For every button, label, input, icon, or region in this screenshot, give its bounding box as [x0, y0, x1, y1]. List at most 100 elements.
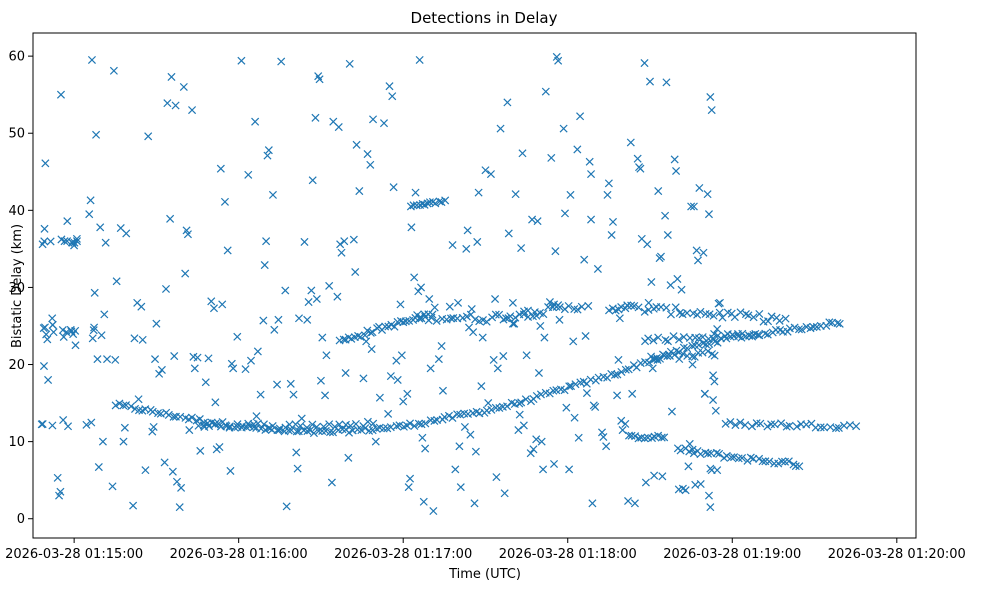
data-point — [688, 360, 697, 369]
data-point — [86, 196, 95, 205]
data-point — [745, 331, 754, 340]
data-point — [316, 376, 325, 385]
data-point — [100, 310, 109, 319]
data-point — [644, 298, 653, 307]
data-point — [418, 433, 427, 442]
data-point — [687, 202, 696, 211]
data-point — [392, 422, 401, 431]
data-point — [292, 427, 301, 436]
data-point — [349, 235, 358, 244]
data-point — [585, 157, 594, 166]
data-point — [688, 341, 697, 350]
data-point — [496, 124, 505, 133]
data-point — [508, 319, 517, 328]
data-point — [389, 183, 398, 192]
data-point — [636, 164, 645, 173]
data-point — [834, 423, 843, 432]
data-point — [644, 334, 653, 343]
data-point — [94, 463, 103, 472]
data-point — [335, 420, 344, 429]
data-point — [304, 298, 313, 307]
data-point — [334, 123, 343, 132]
data-point — [481, 166, 490, 175]
data-point — [562, 403, 571, 412]
data-point — [462, 244, 471, 253]
data-point — [291, 420, 300, 429]
data-point — [669, 332, 678, 341]
data-point — [777, 419, 786, 428]
data-point — [727, 453, 736, 462]
data-point — [193, 353, 202, 362]
data-point — [428, 310, 437, 319]
data-point — [395, 421, 404, 430]
data-point — [430, 416, 439, 425]
data-point — [517, 244, 526, 253]
data-point — [747, 422, 757, 431]
data-point — [300, 237, 309, 246]
data-point — [565, 465, 574, 474]
data-point — [257, 424, 266, 433]
data-point — [325, 420, 334, 429]
data-point — [297, 414, 306, 423]
data-point — [414, 287, 423, 296]
data-point — [487, 405, 496, 414]
data-point — [355, 187, 364, 196]
data-point — [699, 248, 708, 257]
data-point — [296, 421, 305, 430]
data-point — [533, 217, 542, 226]
data-point — [650, 471, 659, 480]
data-point — [696, 480, 705, 489]
data-point — [550, 459, 559, 469]
data-point — [49, 328, 58, 337]
data-point — [390, 322, 399, 331]
data-point — [570, 304, 579, 314]
data-point — [737, 453, 747, 463]
data-point — [560, 209, 570, 218]
data-point — [774, 459, 783, 468]
data-point — [797, 325, 806, 334]
data-point — [698, 348, 707, 357]
data-point — [430, 303, 439, 312]
data-point — [604, 306, 614, 315]
data-point — [179, 82, 188, 91]
data-point — [474, 188, 483, 197]
data-point — [397, 351, 406, 360]
data-point — [679, 349, 688, 358]
data-point — [340, 237, 349, 246]
data-point — [371, 437, 380, 446]
data-point — [710, 351, 719, 360]
data-point — [164, 410, 173, 419]
data-point — [339, 335, 348, 344]
data-point — [286, 379, 295, 388]
data-point — [251, 117, 260, 126]
data-point — [753, 330, 762, 339]
data-point — [327, 478, 336, 487]
data-point — [492, 473, 501, 482]
data-point — [98, 437, 107, 446]
data-point — [672, 166, 681, 176]
data-point — [70, 238, 79, 247]
data-point — [451, 465, 460, 474]
y-tick-label: 50 — [8, 127, 25, 142]
data-point — [478, 333, 487, 342]
data-point — [767, 420, 776, 429]
data-point — [630, 301, 639, 310]
data-point — [683, 308, 692, 318]
data-point — [308, 176, 317, 185]
data-point — [597, 428, 607, 437]
data-point — [712, 448, 721, 457]
data-point — [168, 467, 177, 476]
data-point — [626, 138, 635, 147]
data-point — [617, 367, 626, 376]
data-point — [502, 314, 511, 323]
data-point — [845, 420, 855, 430]
data-point — [426, 364, 435, 373]
data-point — [170, 352, 179, 361]
data-point — [641, 478, 650, 487]
data-point — [736, 308, 745, 317]
data-point — [308, 420, 317, 429]
data-point — [711, 406, 720, 415]
data-point — [756, 419, 765, 428]
data-point — [421, 444, 430, 453]
